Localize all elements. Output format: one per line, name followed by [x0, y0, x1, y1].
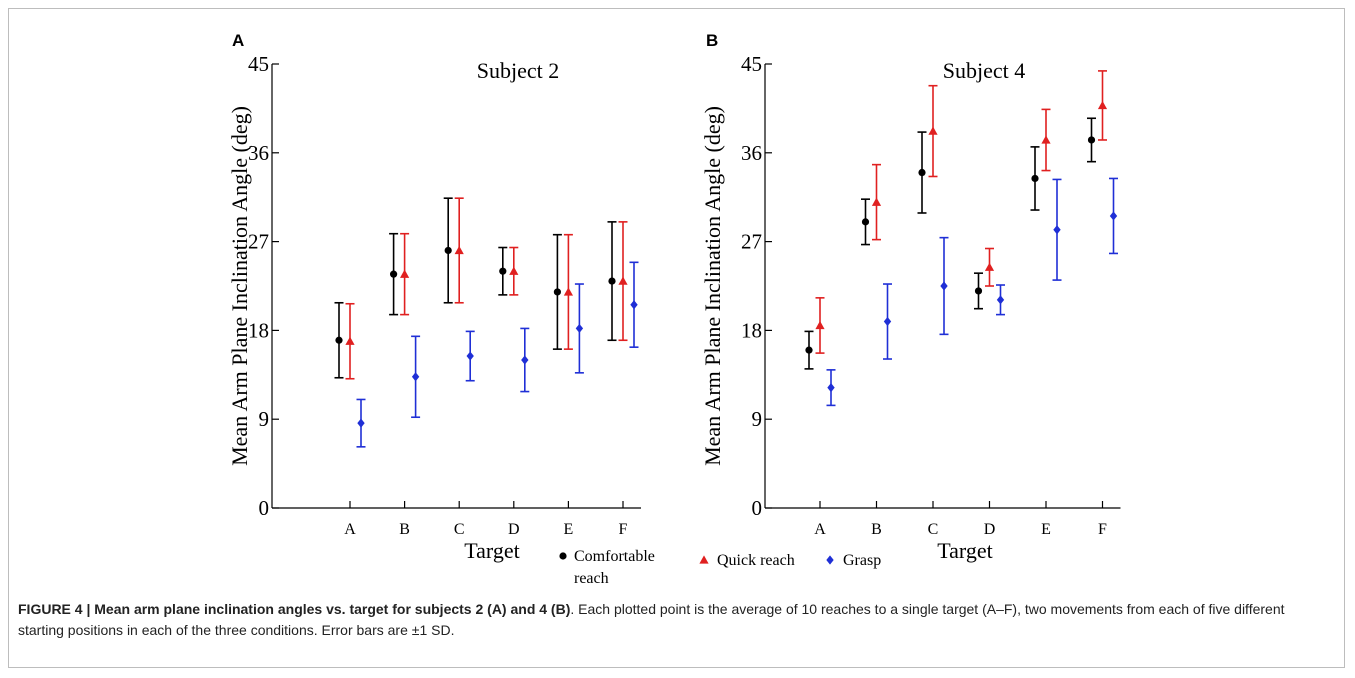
- data-point: [861, 218, 870, 226]
- x-tick-label: B: [399, 521, 410, 538]
- figure-frame: [8, 8, 1345, 668]
- y-tick-label: 0: [752, 496, 763, 520]
- legend: Comfortable reach Quick reach Grasp: [559, 548, 881, 587]
- data-point: [618, 276, 628, 285]
- x-tick-label: B: [871, 521, 882, 538]
- data-point: [499, 267, 507, 275]
- y-axis-label: Mean Arm Plane Inclination Angle (deg): [227, 106, 252, 466]
- data-point: [815, 320, 825, 330]
- data-point: [1041, 135, 1051, 144]
- x-tick-label: A: [344, 521, 356, 538]
- series-quick-reach: [345, 197, 628, 380]
- caption-text: . Each plotted point is the average of 1…: [18, 601, 1285, 638]
- legend-item: Grasp: [826, 552, 881, 569]
- y-tick-label: 0: [259, 496, 270, 520]
- chart-title: Subject 2: [477, 58, 560, 83]
- series-comfortable-reach: [334, 197, 617, 379]
- series-quick-reach: [815, 70, 1108, 354]
- series-grasp: [356, 261, 639, 448]
- x-tick-label: D: [508, 521, 520, 538]
- data-point: [563, 287, 573, 296]
- y-tick-label: 18: [248, 318, 269, 342]
- chart-title: Subject 4: [943, 58, 1026, 83]
- legend-label: Comfortable: [574, 548, 655, 565]
- panel-letter: B: [706, 31, 718, 50]
- data-point: [1031, 174, 1039, 183]
- legend-label: Quick reach: [717, 552, 795, 569]
- chart-panel-b: B Subject 4 0 9 18 27 36 45 A B C D E F Target Mean Arm…: [700, 31, 1121, 563]
- x-tick-label: F: [619, 521, 628, 538]
- x-tick-label: E: [1041, 521, 1051, 538]
- x-tick-label: A: [814, 521, 826, 538]
- data-point: [390, 270, 398, 278]
- data-point: [1097, 100, 1108, 110]
- y-tick-label: 45: [248, 52, 269, 76]
- y-tick-label: 27: [248, 230, 269, 254]
- series-grasp: [826, 177, 1118, 407]
- y-tick-label: 27: [741, 230, 762, 254]
- data-point: [974, 287, 983, 295]
- x-tick-label: E: [564, 521, 574, 538]
- panel-letter: A: [232, 31, 244, 50]
- caption-title: FIGURE 4 | Mean arm plane inclination an…: [18, 601, 571, 617]
- data-point: [454, 245, 464, 255]
- data-point: [345, 336, 355, 345]
- data-point: [984, 262, 995, 271]
- data-point: [521, 355, 529, 365]
- data-point: [918, 168, 926, 177]
- legend-item: Quick reach: [699, 552, 795, 569]
- data-point: [466, 351, 474, 361]
- data-point: [335, 336, 343, 344]
- data-point: [1053, 225, 1061, 235]
- data-point: [1109, 211, 1118, 221]
- data-point: [411, 372, 420, 382]
- x-axis-label: Target: [464, 538, 519, 563]
- data-point: [883, 316, 892, 327]
- x-tick-label: F: [1098, 521, 1107, 538]
- data-point: [608, 277, 616, 285]
- data-point: [630, 300, 638, 310]
- y-tick-label: 36: [248, 141, 269, 165]
- data-point: [928, 126, 938, 135]
- legend-label: Grasp: [843, 552, 881, 569]
- y-axis-label: Mean Arm Plane Inclination Angle (deg): [700, 106, 725, 466]
- data-point: [996, 295, 1005, 305]
- data-point: [509, 266, 519, 275]
- x-axis-label: Target: [937, 538, 992, 563]
- figure-caption: FIGURE 4 | Mean arm plane inclination an…: [18, 599, 1333, 641]
- data-point: [357, 418, 365, 428]
- legend-item: Comfortable reach: [559, 548, 655, 587]
- x-tick-label: C: [454, 521, 465, 538]
- data-point: [400, 269, 410, 278]
- y-tick-label: 45: [741, 52, 762, 76]
- y-tick-label: 18: [741, 318, 762, 342]
- data-point: [827, 383, 835, 393]
- legend-marker: [559, 552, 567, 560]
- x-tick-label: D: [984, 521, 996, 538]
- data-point: [1087, 136, 1096, 144]
- y-tick-label: 36: [741, 141, 762, 165]
- legend-marker: [826, 555, 834, 565]
- data-point: [940, 281, 948, 291]
- data-point: [553, 288, 562, 296]
- legend-label-line2: reach: [574, 570, 609, 587]
- data-point: [871, 197, 882, 206]
- y-tick-label: 9: [259, 407, 270, 431]
- legend-marker: [699, 555, 709, 564]
- data-point: [444, 246, 452, 255]
- y-tick-label: 9: [752, 407, 763, 431]
- series-comfortable-reach: [804, 117, 1096, 370]
- data-point: [805, 346, 813, 354]
- x-tick-label: C: [928, 521, 939, 538]
- data-point: [575, 323, 584, 334]
